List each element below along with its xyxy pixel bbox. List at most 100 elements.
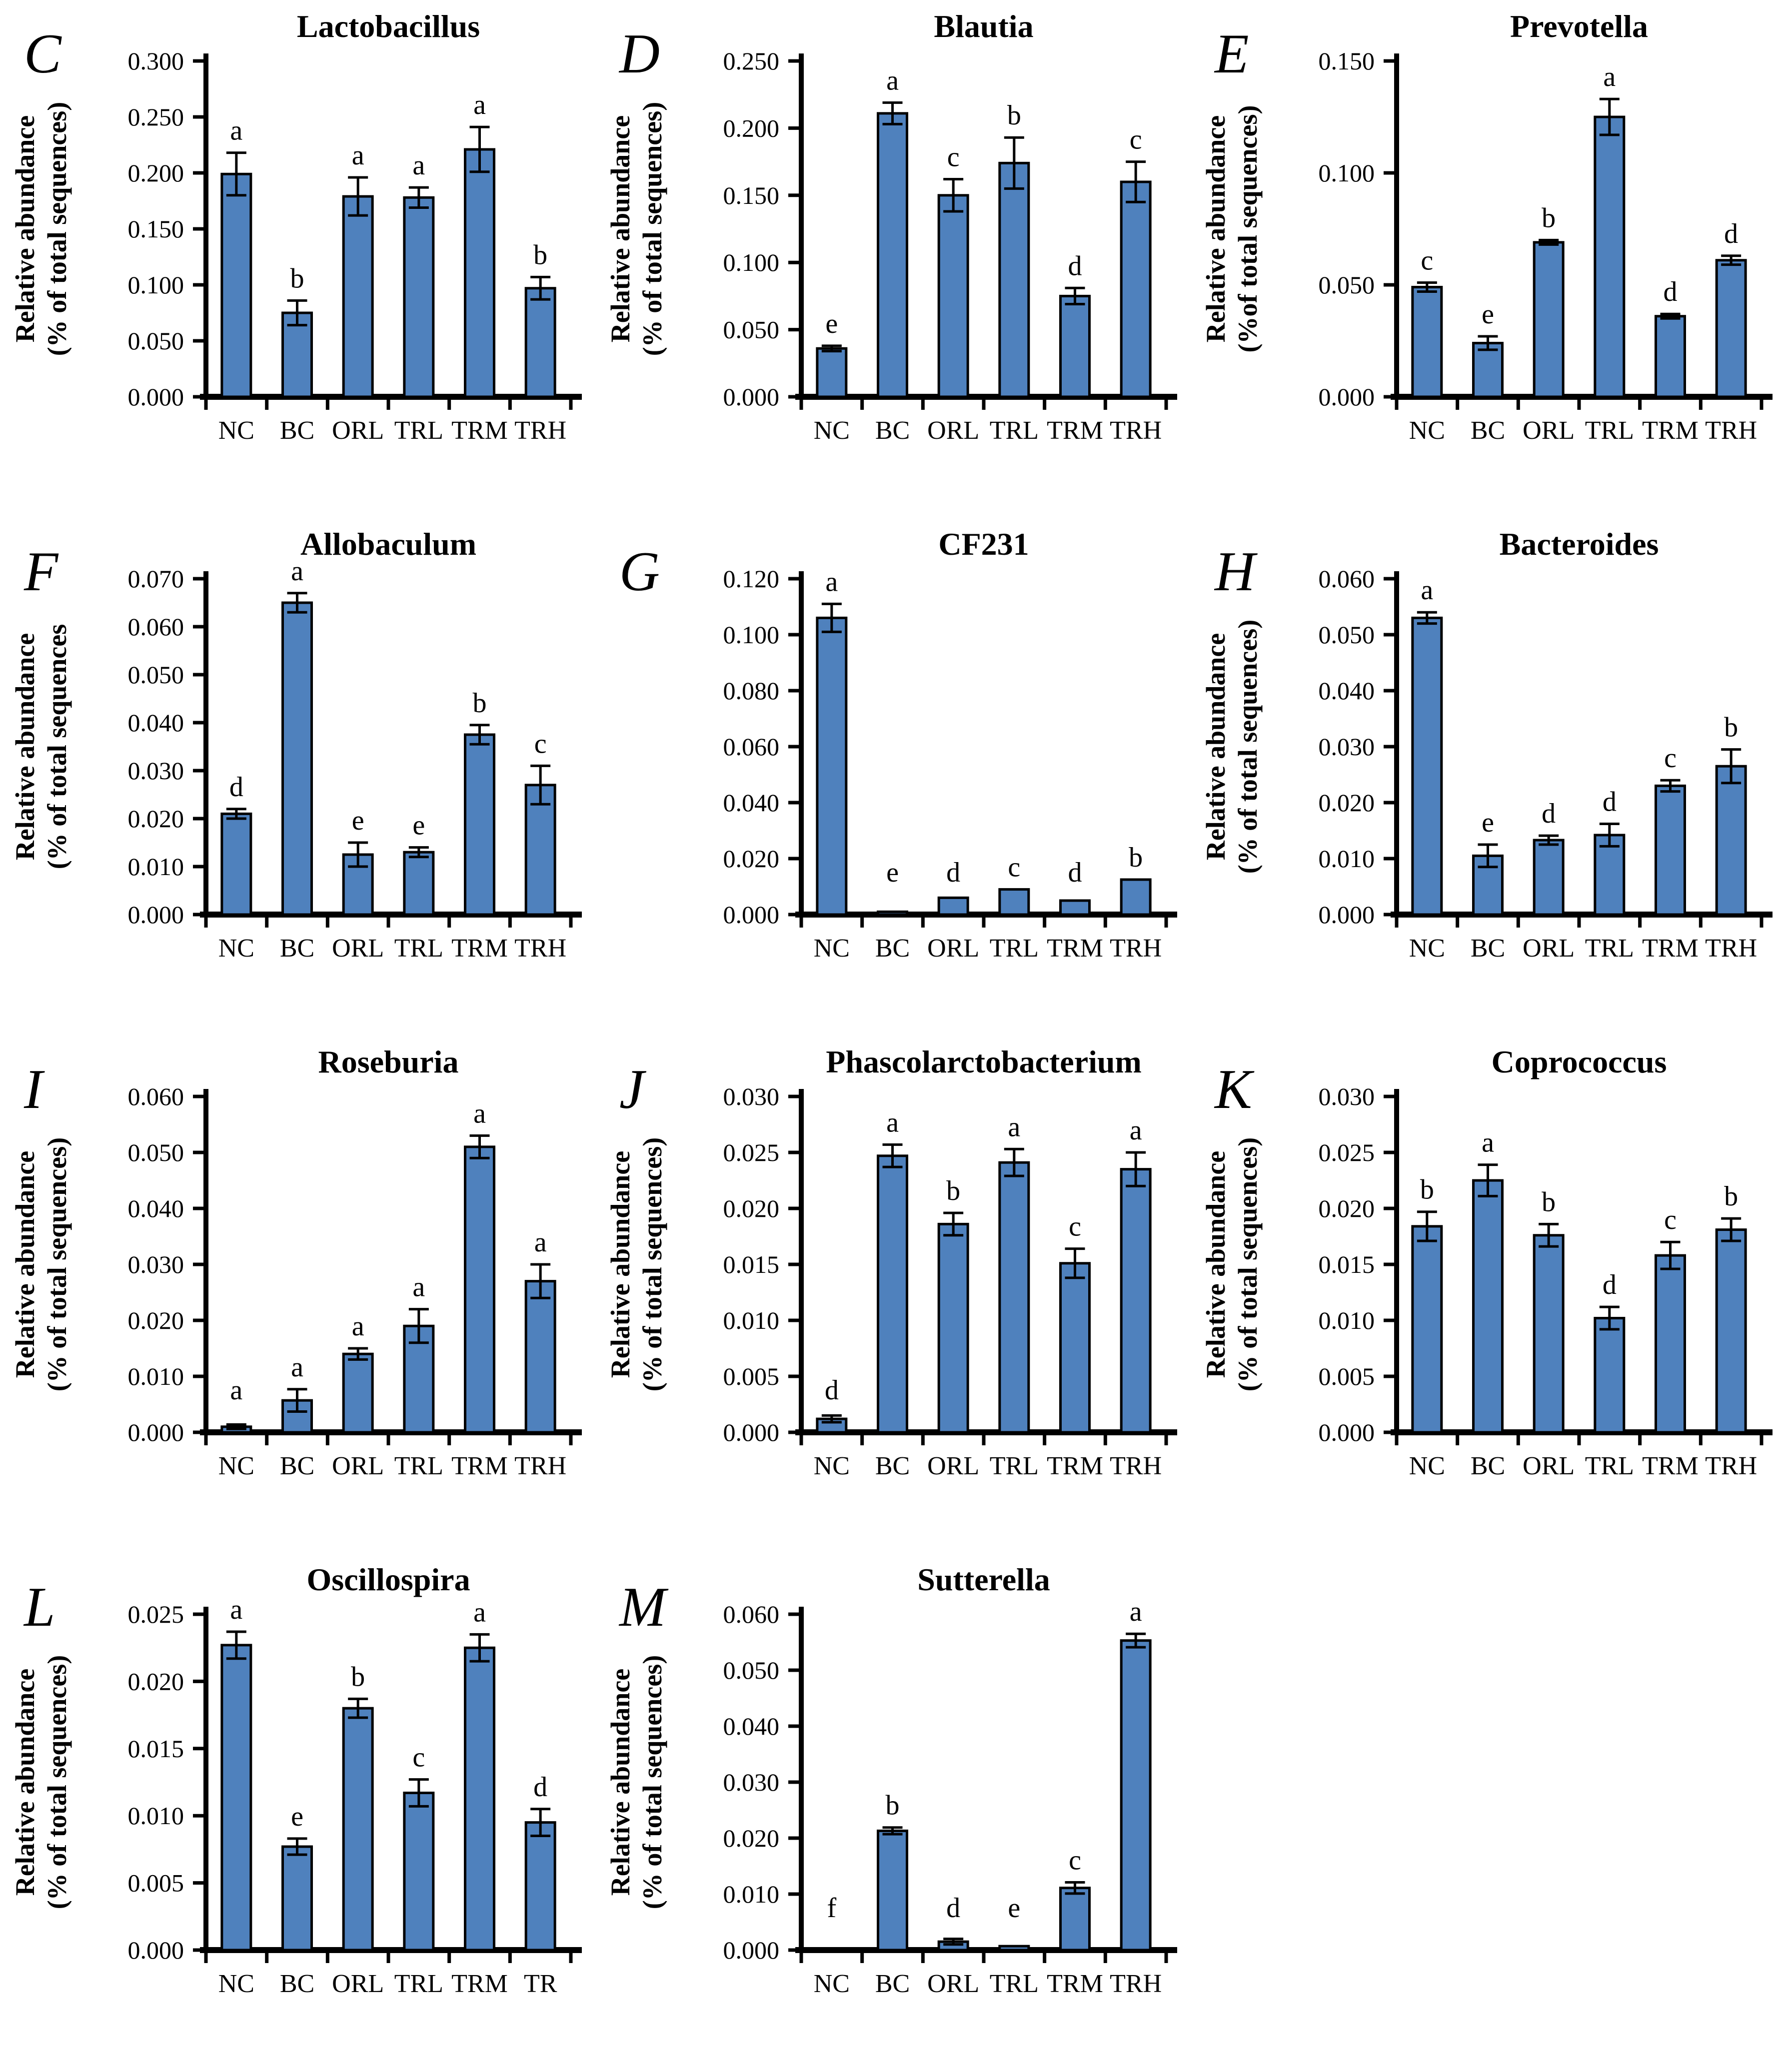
bar-TRH [1120,1168,1152,1434]
bar-ORL [937,1222,969,1434]
y-axis-label: (% of total sequences) [637,1137,667,1391]
y-tick-label: 0.020 [723,1194,780,1222]
x-tick-label: ORL [332,416,384,445]
significance-letter: d [1603,1269,1617,1300]
x-tick-label: TRL [394,934,443,963]
x-tick-label: ORL [927,416,979,445]
y-tick-label: 0.150 [1319,47,1375,75]
x-tick-label: TRH [514,416,566,445]
significance-letter: c [1069,1845,1081,1876]
bar-TRM [1059,294,1091,398]
x-tick-label: TRM [1642,934,1699,963]
y-tick-label: 0.005 [1319,1362,1375,1390]
bar-TRL [998,888,1030,916]
significance-letter: b [290,263,304,294]
bar-chart-sutterella: Sutterella Relative abundance (% of total … [600,1558,1185,2061]
x-tick-label: TRH [1110,934,1162,963]
y-tick-label: 0.030 [128,1250,184,1278]
bar-TRH [1715,1228,1747,1434]
significance-letter: d [946,1893,960,1924]
y-axis-label: (% of total sequences) [1233,1137,1263,1391]
x-tick-label: BC [875,416,910,445]
bar-ORL [342,1707,374,1952]
significance-letter: b [886,1790,900,1821]
significance-letter: b [533,239,547,270]
bar-TRL [403,196,435,398]
y-tick-label: 0.020 [128,805,184,833]
bar-TR [524,1821,556,1952]
panel-letter-G: G [619,541,660,603]
chart-svg: Sutterella Relative abundance (% of total … [605,1562,1177,1998]
significance-letter: a [291,1352,303,1383]
significance-letter: a [473,1597,486,1628]
panel-F: F Allobaculum Relative abundance (% of tot… [0,518,595,1036]
significance-letter: d [946,857,960,888]
significance-letter: a [1008,1111,1020,1142]
significance-letter: a [534,1227,547,1258]
bar-TRL [1594,834,1626,916]
x-tick-label: TRL [1585,416,1634,445]
y-tick-label: 0.040 [723,789,780,817]
panel-letter-D: D [619,23,660,85]
x-tick-label: NC [814,934,850,963]
y-tick-label: 0.030 [1319,1082,1375,1110]
y-tick-label: 0.000 [128,901,184,929]
x-tick-label: TRM [451,416,508,445]
y-tick-label: 0.060 [128,613,184,641]
y-axis-label: (% of total sequences) [1233,620,1263,874]
y-tick-label: 0.100 [723,248,780,276]
x-tick-label: NC [1409,1452,1445,1480]
y-tick-label: 0.050 [723,1656,780,1684]
y-axis-label: Relative abundance [10,1151,40,1378]
bar-chart-lactobacillus: Lactobacillus Relative abundance (% of tot… [5,5,590,507]
significance-letter: b [1420,1174,1434,1205]
bar-TRM [1655,315,1686,398]
significance-letter: c [1421,245,1433,276]
panel-K: K Coprococcus Relative abundance (% of tot… [1191,1036,1786,1553]
bar-TRL [998,161,1030,398]
significance-letter: a [825,566,838,597]
y-tick-label: 0.150 [128,215,184,243]
panel-H: H Bacteroides Relative abundance (% of tot… [1191,518,1786,1036]
bar-NC [816,347,848,398]
panel-empty [1191,1553,1786,2071]
y-axis-label: (% of total sequences) [42,1655,72,1909]
y-tick-label: 0.030 [723,1768,780,1796]
significance-letter: c [947,142,960,173]
bar-NC [1411,285,1443,398]
bar-ORL [937,194,969,398]
bar-TRM [1655,1254,1686,1434]
significance-letter: a [1421,575,1433,606]
significance-letter: e [1008,1893,1020,1924]
panel-L: L Oscillospira Relative abundance (% of to… [0,1553,595,2071]
significance-letter: a [1130,1115,1142,1146]
significance-letter: a [1482,1127,1494,1158]
bar-TRL [1594,115,1626,398]
y-tick-label: 0.050 [128,327,184,355]
x-tick-label: TRL [394,416,443,445]
y-tick-label: 0.015 [1319,1250,1375,1278]
significance-letter: b [1542,202,1556,233]
significance-letter: a [473,1098,486,1129]
significance-letter: f [827,1893,837,1924]
x-tick-label: TRM [1642,416,1699,445]
bar-TRM [1655,784,1686,916]
chart-svg: Roseburia Relative abundance (% of total s… [10,1044,582,1480]
y-axis-label: (% of total sequences [42,624,72,869]
bar-BC [1472,1179,1504,1434]
y-tick-label: 0.000 [723,901,780,929]
y-tick-label: 0.050 [128,1138,184,1166]
x-tick-label: NC [218,934,254,963]
x-tick-label: NC [218,1452,254,1480]
y-tick-label: 0.025 [1319,1138,1375,1166]
bar-NC [220,812,252,916]
y-tick-label: 0.010 [128,1802,184,1830]
x-tick-label: BC [875,934,910,963]
x-tick-label: TRM [1047,416,1103,445]
y-tick-label: 0.250 [723,47,780,75]
significance-letter: e [412,810,425,841]
y-tick-label: 0.015 [128,1735,184,1763]
chart-title: Bacteroides [1500,526,1659,562]
y-axis-label: Relative abundance [10,1669,40,1896]
y-tick-label: 0.030 [723,1082,780,1110]
